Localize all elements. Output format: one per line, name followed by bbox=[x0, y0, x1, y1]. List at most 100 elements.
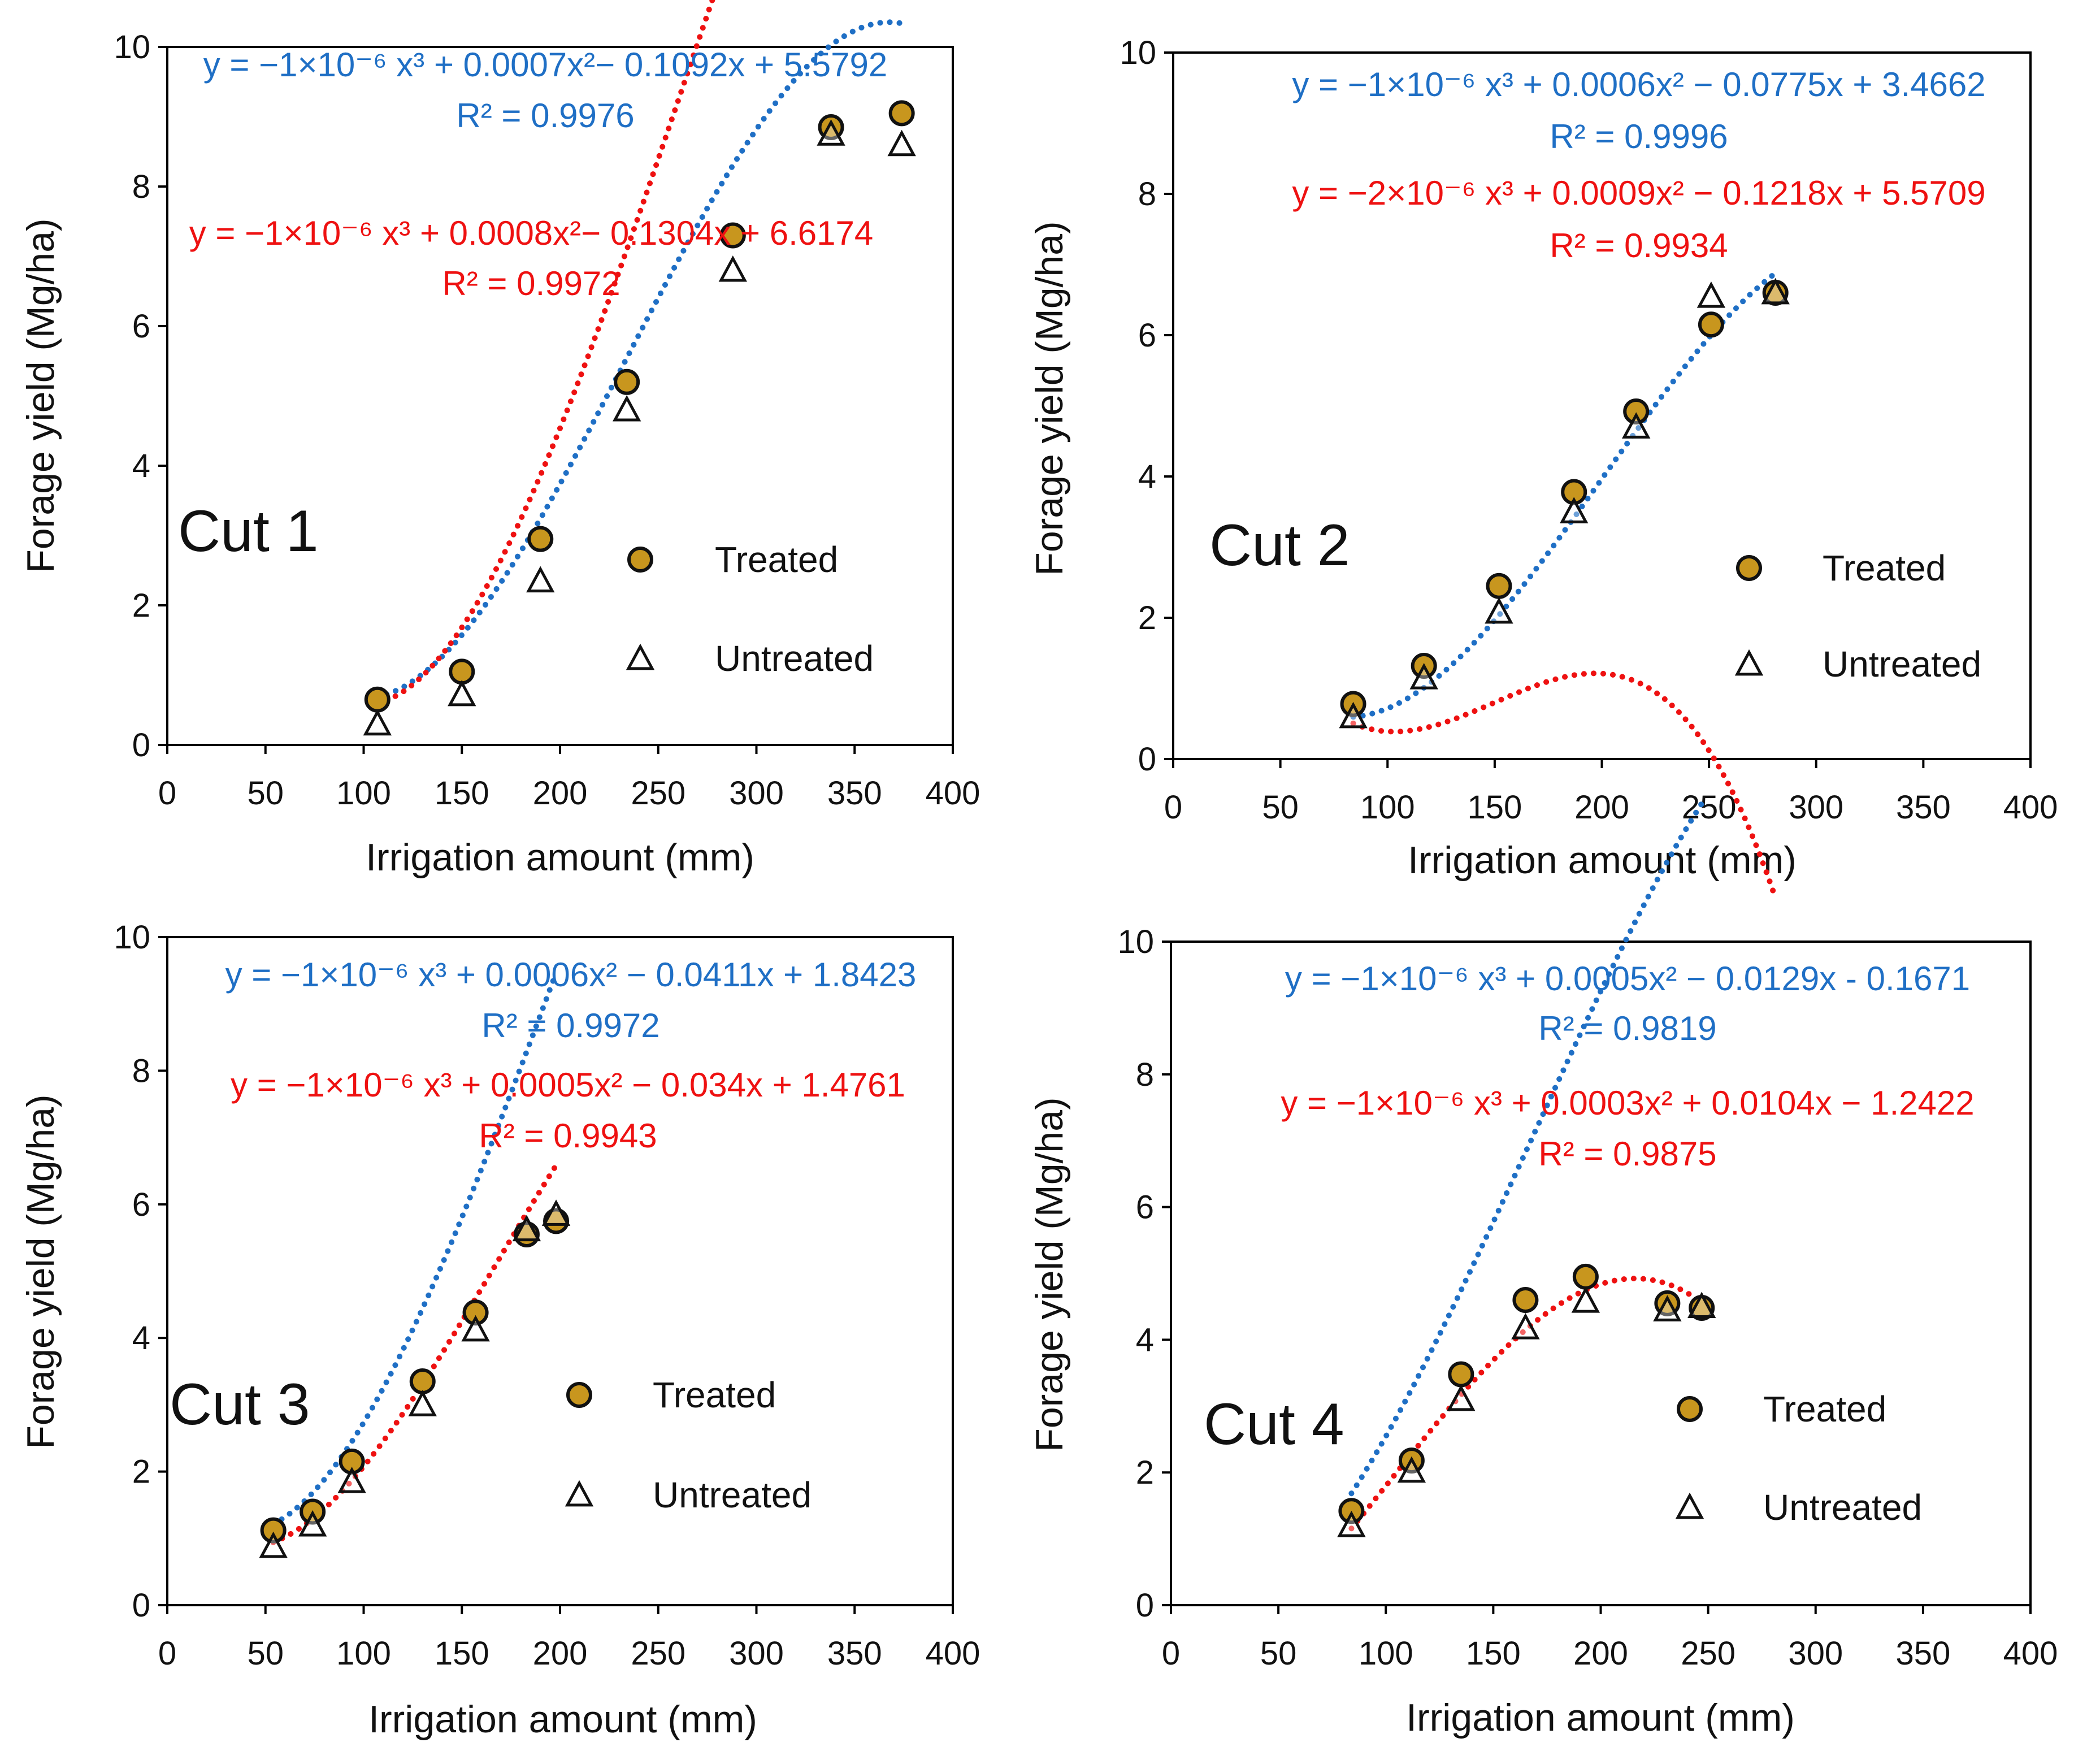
x-tick-label: 350 bbox=[1896, 789, 1951, 826]
untreated-point bbox=[1339, 701, 1368, 729]
legend-untreated-label: Untreated bbox=[653, 1475, 812, 1515]
y-tick-label: 10 bbox=[114, 919, 150, 956]
y-tick-label: 6 bbox=[132, 1186, 150, 1223]
untreated-point bbox=[1571, 1286, 1600, 1313]
untreated-fit-equation: y = −1×10⁻⁶ x³ + 0.0005x² − 0.034x + 1.4… bbox=[231, 1066, 905, 1104]
legend: Treated Untreated bbox=[565, 1375, 812, 1515]
y-tick-label: 4 bbox=[1136, 1321, 1154, 1358]
x-tick-label: 50 bbox=[247, 775, 284, 812]
y-tick-label: 0 bbox=[1138, 741, 1156, 778]
legend-untreated-marker bbox=[1734, 649, 1764, 676]
panel-label: Cut 1 bbox=[178, 499, 319, 564]
chart-panel-2: 0 50 100 150 200 250 300 350 4000246810Irrigatio… bbox=[1028, 34, 2058, 901]
treated-point bbox=[888, 100, 915, 127]
untreated-point bbox=[1560, 497, 1589, 523]
untreated-point bbox=[1485, 597, 1513, 624]
untreated-point bbox=[1397, 1456, 1426, 1483]
untreated-point bbox=[1761, 278, 1790, 305]
untreated-point bbox=[1511, 1313, 1540, 1340]
x-tick-label: 300 bbox=[1789, 789, 1843, 826]
y-tick-label: 4 bbox=[132, 1320, 150, 1356]
x-axis-title: Irrigation amount (mm) bbox=[1408, 839, 1797, 882]
legend-treated-label: Treated bbox=[1763, 1389, 1886, 1429]
untreated-point bbox=[363, 709, 392, 736]
treated-point bbox=[1572, 1263, 1599, 1290]
y-tick-label: 0 bbox=[1136, 1587, 1154, 1624]
x-tick-label: 300 bbox=[1788, 1635, 1843, 1672]
x-tick-label: 200 bbox=[1574, 789, 1629, 826]
untreated-point bbox=[526, 566, 555, 593]
x-tick-label: 100 bbox=[336, 775, 391, 812]
x-tick-label: 150 bbox=[435, 775, 489, 812]
treated-fit-r2: R² = 0.9972 bbox=[481, 1007, 659, 1044]
untreated-point bbox=[541, 1199, 571, 1226]
untreated-fit-r2: R² = 0.9875 bbox=[1538, 1135, 1716, 1173]
x-tick-label: 150 bbox=[1467, 789, 1522, 826]
chart-panel-3: 0 50 100 150 200 250 300 350 400 0 2 4 6 8 10 Irrigatio… bbox=[19, 919, 980, 1741]
untreated-point bbox=[1337, 1510, 1366, 1537]
treated-fit-equation: y = −1×10⁻⁶ x³ + 0.0007x²− 0.1092x + 5.5… bbox=[203, 46, 888, 84]
x-tick-label: 0 bbox=[158, 1635, 176, 1672]
y-axis-title: Forage yield (Mg/ha) bbox=[1028, 221, 1071, 575]
x-tick-label: 100 bbox=[336, 1635, 391, 1672]
untreated-point bbox=[718, 255, 747, 282]
treated-point bbox=[260, 1517, 287, 1544]
legend: Treated Untreated bbox=[626, 539, 874, 679]
treated-point bbox=[1623, 398, 1650, 424]
x-tick-label: 50 bbox=[1260, 1635, 1297, 1672]
treated-fit-equation: y = −1×10⁻⁶ x³ + 0.0006x² − 0.0411x + 1.… bbox=[225, 956, 917, 994]
untreated-fit-equation: y = −2×10⁻⁶ x³ + 0.0009x² − 0.1218x + 5.… bbox=[1292, 174, 1985, 212]
x-tick-label: 50 bbox=[247, 1635, 284, 1672]
legend-treated-marker bbox=[1736, 555, 1762, 581]
untreated-fit-equation: y = −1×10⁻⁶ x³ + 0.0003x² + 0.0104x − 1.… bbox=[1281, 1084, 1974, 1122]
untreated-point bbox=[461, 1315, 490, 1342]
legend: Treated Untreated bbox=[1675, 1389, 1922, 1528]
legend-untreated-label: Untreated bbox=[1823, 644, 1981, 684]
x-tick-label: 250 bbox=[631, 1635, 685, 1672]
legend-treated-marker bbox=[566, 1382, 592, 1408]
x-tick-label: 350 bbox=[827, 775, 882, 812]
treated-point bbox=[614, 369, 640, 395]
x-tick-label: 300 bbox=[729, 775, 784, 812]
x-tick-label: 200 bbox=[1573, 1635, 1628, 1672]
y-tick-label: 8 bbox=[132, 168, 150, 205]
treated-trendline bbox=[1348, 800, 1705, 1497]
untreated-point bbox=[887, 129, 916, 157]
legend-treated-marker bbox=[1677, 1396, 1703, 1422]
y-tick-label: 2 bbox=[132, 587, 150, 624]
x-tick-label: 50 bbox=[1262, 789, 1299, 826]
x-tick-label: 150 bbox=[435, 1635, 489, 1672]
y-tick-label: 6 bbox=[1136, 1189, 1154, 1226]
untreated-trendline bbox=[1348, 1275, 1705, 1532]
y-tick-label: 4 bbox=[1138, 458, 1156, 495]
x-tick-label: 0 bbox=[158, 775, 176, 812]
treated-fit-equation: y = −1×10⁻⁶ x³ + 0.0006x² − 0.0775x + 3.… bbox=[1292, 66, 1985, 103]
y-tick-label: 8 bbox=[132, 1052, 150, 1089]
treated-point bbox=[1448, 1361, 1474, 1388]
x-tick-label: 100 bbox=[1359, 1635, 1413, 1672]
untreated-point bbox=[259, 1531, 288, 1558]
untreated-trendline bbox=[1350, 670, 1778, 901]
untreated-fit-r2: R² = 0.9972 bbox=[442, 265, 620, 302]
x-tick-label: 250 bbox=[1681, 1635, 1735, 1672]
x-tick-label: 0 bbox=[1164, 789, 1182, 826]
y-tick-label: 6 bbox=[1138, 317, 1156, 354]
untreated-point bbox=[1696, 281, 1726, 308]
x-tick-label: 400 bbox=[2003, 789, 2058, 826]
legend-treated-label: Treated bbox=[1823, 548, 1946, 588]
untreated-point bbox=[337, 1467, 366, 1493]
treated-trendline bbox=[374, 19, 905, 700]
y-axis-title: Forage yield (Mg/ha) bbox=[1028, 1097, 1071, 1451]
legend-treated-label: Treated bbox=[715, 539, 838, 580]
treated-point bbox=[462, 1299, 489, 1326]
legend-treated-marker bbox=[627, 547, 653, 573]
x-tick-label: 0 bbox=[1162, 1635, 1180, 1672]
legend-untreated-marker bbox=[626, 643, 655, 670]
x-tick-label: 200 bbox=[533, 775, 588, 812]
untreated-fit-r2: R² = 0.9934 bbox=[1550, 227, 1728, 265]
treated-fit-r2: R² = 0.9996 bbox=[1550, 118, 1728, 155]
y-tick-label: 4 bbox=[132, 448, 150, 484]
untreated-point bbox=[1447, 1384, 1476, 1411]
panel-label: Cut 2 bbox=[1209, 513, 1350, 578]
untreated-point bbox=[817, 119, 845, 146]
